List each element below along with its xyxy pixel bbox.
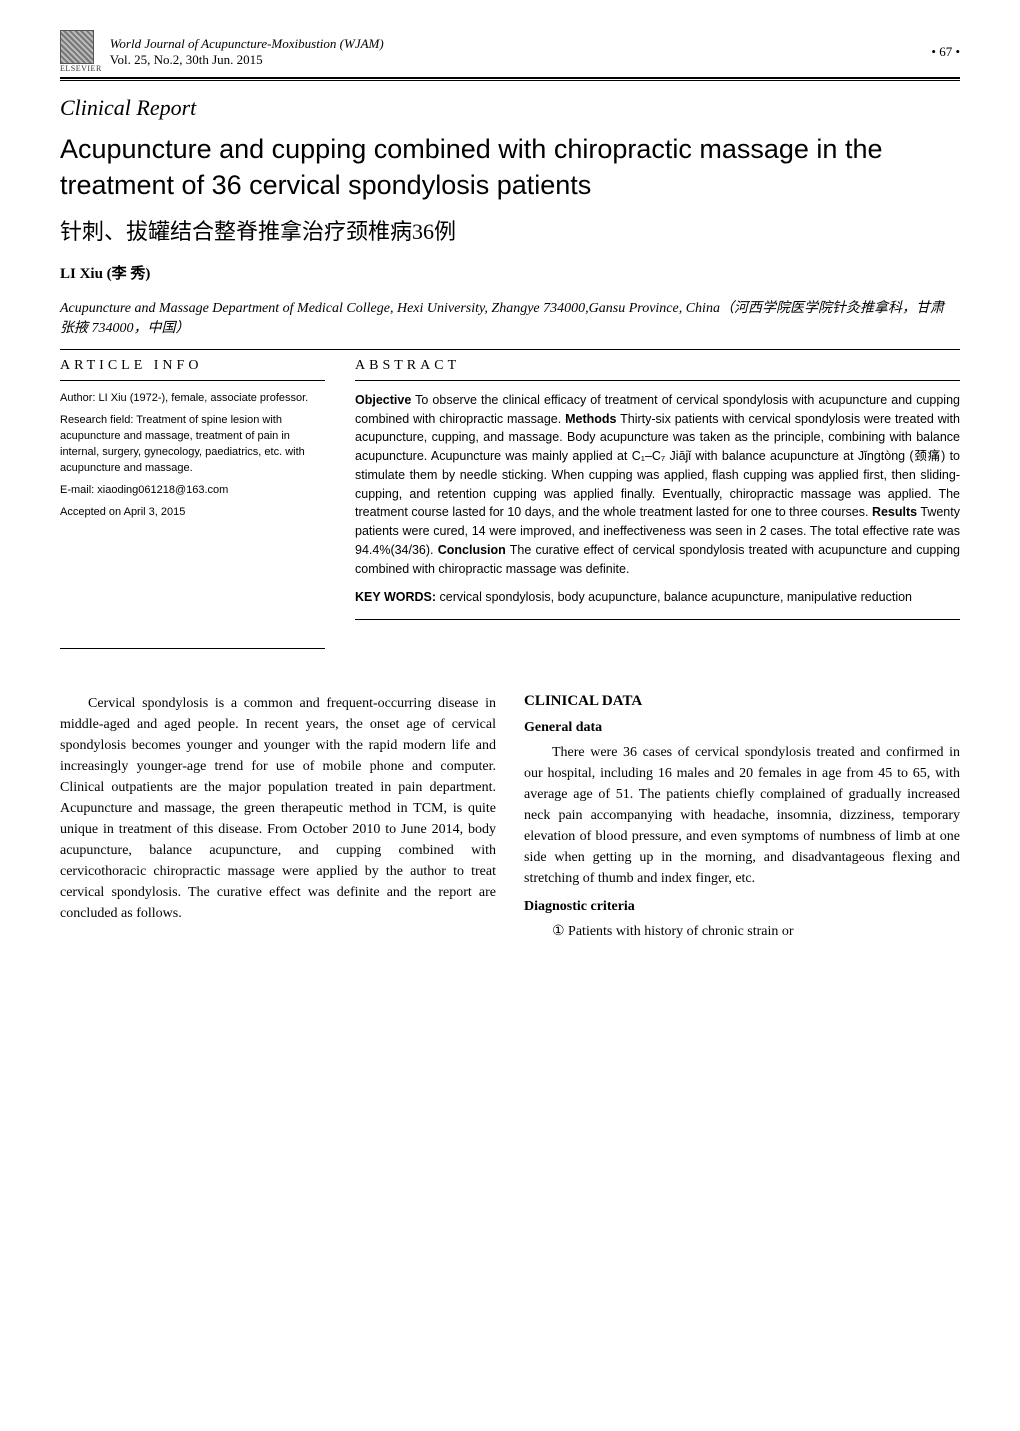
abstract-column: ABSTRACT Objective To observe the clinic… bbox=[355, 358, 960, 630]
article-title-en: Acupuncture and cupping combined with ch… bbox=[60, 131, 960, 204]
journal-title: World Journal of Acupuncture-Moxibustion… bbox=[110, 36, 384, 52]
issue-line: Vol. 25, No.2, 30th Jun. 2015 bbox=[110, 52, 384, 68]
divider bbox=[355, 380, 960, 381]
journal-block: World Journal of Acupuncture-Moxibustion… bbox=[110, 36, 384, 68]
publisher-block: ELSEVIER bbox=[60, 30, 102, 73]
results-label: Results bbox=[872, 505, 917, 519]
body-column-right: CLINICAL DATA General data There were 36… bbox=[524, 693, 960, 942]
article-meta: Author: LI Xiu (1972-), female, associat… bbox=[60, 391, 325, 521]
diagnostic-paragraph: ① Patients with history of chronic strai… bbox=[524, 921, 960, 942]
general-data-heading: General data bbox=[524, 720, 960, 736]
conclusion-label: Conclusion bbox=[438, 543, 506, 557]
divider bbox=[60, 380, 325, 381]
keywords: KEY WORDS: cervical spondylosis, body ac… bbox=[355, 588, 960, 607]
abstract-heading: ABSTRACT bbox=[355, 358, 960, 374]
keywords-label: KEY WORDS: bbox=[355, 590, 436, 604]
author-bio: Author: LI Xiu (1972-), female, associat… bbox=[60, 391, 325, 407]
author-name: LI Xiu (李 秀) bbox=[60, 262, 960, 283]
page-number: • 67 • bbox=[931, 44, 960, 60]
divider-short bbox=[60, 648, 325, 649]
divider bbox=[60, 349, 960, 350]
affiliation: Acupuncture and Massage Department of Me… bbox=[60, 297, 960, 337]
header-left: ELSEVIER World Journal of Acupuncture-Mo… bbox=[60, 30, 384, 73]
article-title-cn: 针刺、拔罐结合整脊推拿治疗颈椎病36例 bbox=[60, 214, 960, 246]
divider bbox=[355, 619, 960, 620]
article-info-heading: ARTICLE INFO bbox=[60, 358, 325, 374]
publisher-logo-icon bbox=[60, 30, 94, 64]
intro-paragraph: Cervical spondylosis is a common and fre… bbox=[60, 693, 496, 924]
keywords-text: cervical spondylosis, body acupuncture, … bbox=[436, 590, 912, 604]
general-data-paragraph: There were 36 cases of cervical spondylo… bbox=[524, 742, 960, 889]
article-info-column: ARTICLE INFO Author: LI Xiu (1972-), fem… bbox=[60, 358, 325, 630]
methods-text: Thirty-six patients with cervical spondy… bbox=[355, 412, 960, 520]
publisher-label: ELSEVIER bbox=[60, 64, 102, 73]
body-column-left: Cervical spondylosis is a common and fre… bbox=[60, 693, 496, 942]
research-field: Research field: Treatment of spine lesio… bbox=[60, 413, 325, 477]
abstract-text: Objective To observe the clinical effica… bbox=[355, 391, 960, 579]
body-columns: Cervical spondylosis is a common and fre… bbox=[60, 693, 960, 942]
clinical-data-heading: CLINICAL DATA bbox=[524, 693, 960, 710]
header-rule bbox=[60, 80, 960, 81]
methods-label: Methods bbox=[565, 412, 616, 426]
contact-email: E-mail: xiaoding061218@163.com bbox=[60, 483, 325, 499]
section-label: Clinical Report bbox=[60, 95, 960, 121]
page-header: ELSEVIER World Journal of Acupuncture-Mo… bbox=[60, 30, 960, 79]
info-abstract-row: ARTICLE INFO Author: LI Xiu (1972-), fem… bbox=[60, 358, 960, 630]
accepted-date: Accepted on April 3, 2015 bbox=[60, 505, 325, 521]
diagnostic-heading: Diagnostic criteria bbox=[524, 899, 960, 915]
objective-label: Objective bbox=[355, 393, 411, 407]
